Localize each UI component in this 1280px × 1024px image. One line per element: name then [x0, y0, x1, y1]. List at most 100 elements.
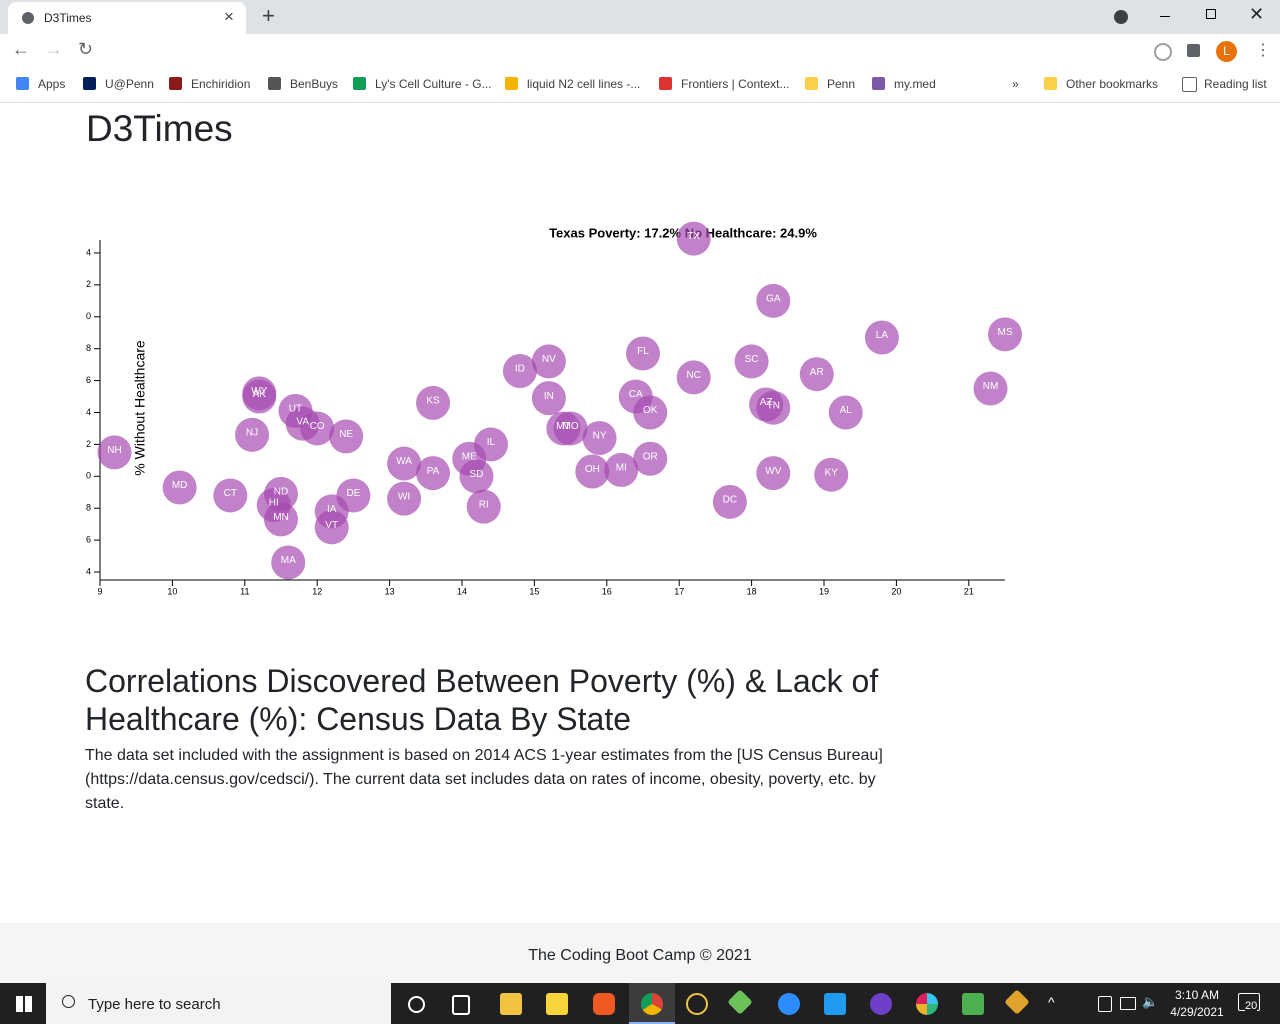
- state-point: [676, 221, 711, 256]
- extension[interactable]: [1154, 43, 1172, 61]
- sticky-notes[interactable]: [546, 993, 568, 1015]
- app-icon[interactable]: [1004, 989, 1030, 1015]
- bookmark-icon: [353, 77, 366, 90]
- app-icon[interactable]: [962, 993, 984, 1015]
- minimize[interactable]: [1160, 16, 1170, 17]
- github[interactable]: [870, 993, 892, 1015]
- bookmark[interactable]: liquid N2 cell lines -...: [527, 77, 641, 91]
- y-tick-label: 6: [86, 375, 91, 385]
- tab-title: D3Times: [44, 11, 92, 25]
- tray-icons[interactable]: [1098, 996, 1112, 1012]
- tab[interactable]: D3Times ×: [8, 2, 246, 34]
- bookmark[interactable]: Apps: [38, 77, 66, 91]
- volume[interactable]: 🔈: [1142, 994, 1159, 1009]
- state-label: CT: [224, 488, 237, 499]
- y-tick-label: 8: [86, 343, 91, 353]
- restore[interactable]: [1206, 9, 1216, 19]
- back[interactable]: ←: [12, 39, 30, 59]
- tab-close[interactable]: ×: [224, 7, 234, 26]
- menu[interactable]: ⋮: [1255, 42, 1271, 59]
- x-tick-label: 15: [529, 586, 539, 596]
- task-view[interactable]: [452, 995, 470, 1015]
- state-point: [734, 344, 769, 379]
- state-label: WV: [765, 466, 781, 477]
- state-point: [676, 360, 711, 395]
- state-label: MO: [563, 421, 579, 432]
- x-tick-label: 13: [385, 586, 395, 596]
- bookmark[interactable]: U@Penn: [105, 77, 154, 91]
- close-window[interactable]: ✕: [1249, 4, 1265, 24]
- state-label: UT: [289, 404, 302, 415]
- tray-arrow[interactable]: ^: [1048, 994, 1055, 1010]
- state-point: [300, 411, 335, 446]
- extensions[interactable]: [1187, 44, 1200, 57]
- state-label: MI: [616, 463, 627, 474]
- state-point: [213, 478, 248, 513]
- state-label: MT: [556, 421, 570, 432]
- tab-icon: [22, 12, 34, 24]
- bookmark-icon: [169, 77, 182, 90]
- bookmark[interactable]: Penn: [827, 77, 856, 91]
- state-label: NJ: [246, 427, 258, 438]
- state-label: VT: [325, 520, 338, 531]
- new-tab[interactable]: +: [262, 3, 275, 28]
- bookmark[interactable]: BenBuys: [290, 77, 339, 91]
- tab-strip: D3Times × + ✕: [0, 0, 1280, 34]
- profile[interactable]: L: [1216, 41, 1237, 62]
- other-bookmarks[interactable]: Other bookmarks: [1066, 77, 1159, 91]
- state-point: [988, 317, 1022, 352]
- y-axis-label: % Without Healthcare: [132, 340, 148, 476]
- search-box[interactable]: Type here to search: [46, 983, 391, 1024]
- state-label: MS: [998, 327, 1013, 338]
- vscode[interactable]: [824, 993, 846, 1015]
- state-label: OH: [585, 464, 600, 475]
- tab-search[interactable]: [1114, 10, 1128, 24]
- state-label: NC: [686, 370, 700, 381]
- state-point: [582, 421, 617, 456]
- folder-icon: [1044, 77, 1057, 90]
- start-button[interactable]: [16, 996, 32, 1012]
- state-point: [314, 510, 349, 545]
- notification-count: 20: [1245, 1000, 1258, 1012]
- app-icon[interactable]: [686, 993, 708, 1015]
- app-icon[interactable]: [727, 989, 753, 1015]
- state-point: [502, 354, 537, 389]
- bookmark[interactable]: my.med: [894, 77, 936, 91]
- state-label: CA: [629, 389, 643, 400]
- state-point: [575, 454, 610, 489]
- state-label: RI: [479, 499, 489, 510]
- forward[interactable]: →: [45, 39, 63, 59]
- clock-time[interactable]: 3:10 AM: [1174, 988, 1220, 1002]
- chrome-active[interactable]: [629, 983, 675, 1024]
- cortana[interactable]: [408, 996, 425, 1013]
- reload[interactable]: ↻: [78, 39, 94, 59]
- state-point: [828, 395, 863, 430]
- file-explorer[interactable]: [500, 993, 522, 1015]
- network[interactable]: [1120, 997, 1136, 1010]
- state-label: NV: [542, 354, 556, 365]
- state-label: AL: [840, 405, 853, 416]
- y-tick-label: 2: [86, 439, 91, 449]
- action-center[interactable]: 20: [1238, 993, 1260, 1012]
- zoom[interactable]: [778, 993, 800, 1015]
- page-title: D3Times: [86, 108, 233, 149]
- brave[interactable]: [593, 993, 615, 1015]
- bookmark[interactable]: Frontiers | Context...: [681, 77, 790, 91]
- reading-list[interactable]: Reading list: [1204, 77, 1267, 91]
- more-bookmarks[interactable]: »: [1012, 77, 1019, 91]
- y-tick-label: 4: [86, 247, 91, 257]
- y-tick-label: 2: [86, 279, 91, 289]
- state-label: OK: [643, 405, 658, 416]
- clock-date[interactable]: 4/29/2021: [1170, 1005, 1224, 1019]
- bookmark-icon: [872, 77, 885, 90]
- bookmark[interactable]: Enchiridion: [191, 77, 251, 91]
- state-point: [814, 457, 849, 492]
- bookmark[interactable]: Ly's Cell Culture - G...: [375, 77, 492, 91]
- bookmark-icon: [659, 77, 672, 90]
- x-tick-label: 18: [747, 586, 757, 596]
- state-point: [756, 283, 791, 318]
- state-point: [531, 344, 566, 379]
- state-point: [864, 320, 899, 355]
- slack[interactable]: [916, 993, 938, 1015]
